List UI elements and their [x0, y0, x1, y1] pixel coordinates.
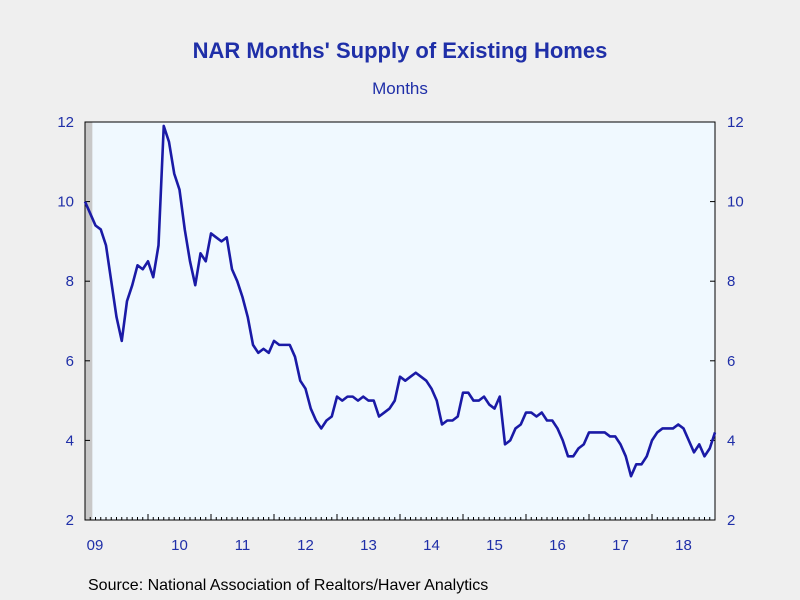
x-tick-label: 16 — [549, 537, 566, 554]
y-tick-label-left: 4 — [66, 432, 74, 449]
y-tick-label-right: 6 — [727, 353, 735, 370]
x-tick-label: 17 — [612, 537, 629, 554]
y-tick-label-left: 6 — [66, 353, 74, 370]
y-tick-label-right: 2 — [727, 512, 735, 529]
y-tick-label-right: 10 — [727, 194, 744, 211]
y-tick-label-left: 8 — [66, 273, 74, 290]
x-tick-label: 15 — [486, 537, 503, 554]
x-tick-label: 09 — [87, 537, 104, 554]
y-tick-label-right: 4 — [727, 432, 735, 449]
x-tick-label: 10 — [171, 537, 188, 554]
y-tick-label-right: 12 — [727, 114, 744, 131]
x-tick-label: 14 — [423, 537, 440, 554]
x-tick-label: 11 — [235, 537, 251, 554]
x-tick-label: 13 — [360, 537, 377, 554]
x-tick-label: 12 — [297, 537, 314, 554]
y-tick-label-left: 12 — [57, 114, 74, 131]
x-tick-label: 18 — [675, 537, 692, 554]
y-tick-label-left: 10 — [57, 194, 74, 211]
y-tick-label-right: 8 — [727, 273, 735, 290]
recession-shading — [85, 122, 93, 520]
chart-subtitle: Months — [372, 79, 428, 98]
chart-title: NAR Months' Supply of Existing Homes — [192, 38, 608, 63]
source-note: Source: National Association of Realtors… — [88, 577, 489, 594]
plot-area — [85, 122, 715, 520]
series-line — [83, 124, 717, 478]
y-tick-label-left: 2 — [66, 512, 74, 529]
